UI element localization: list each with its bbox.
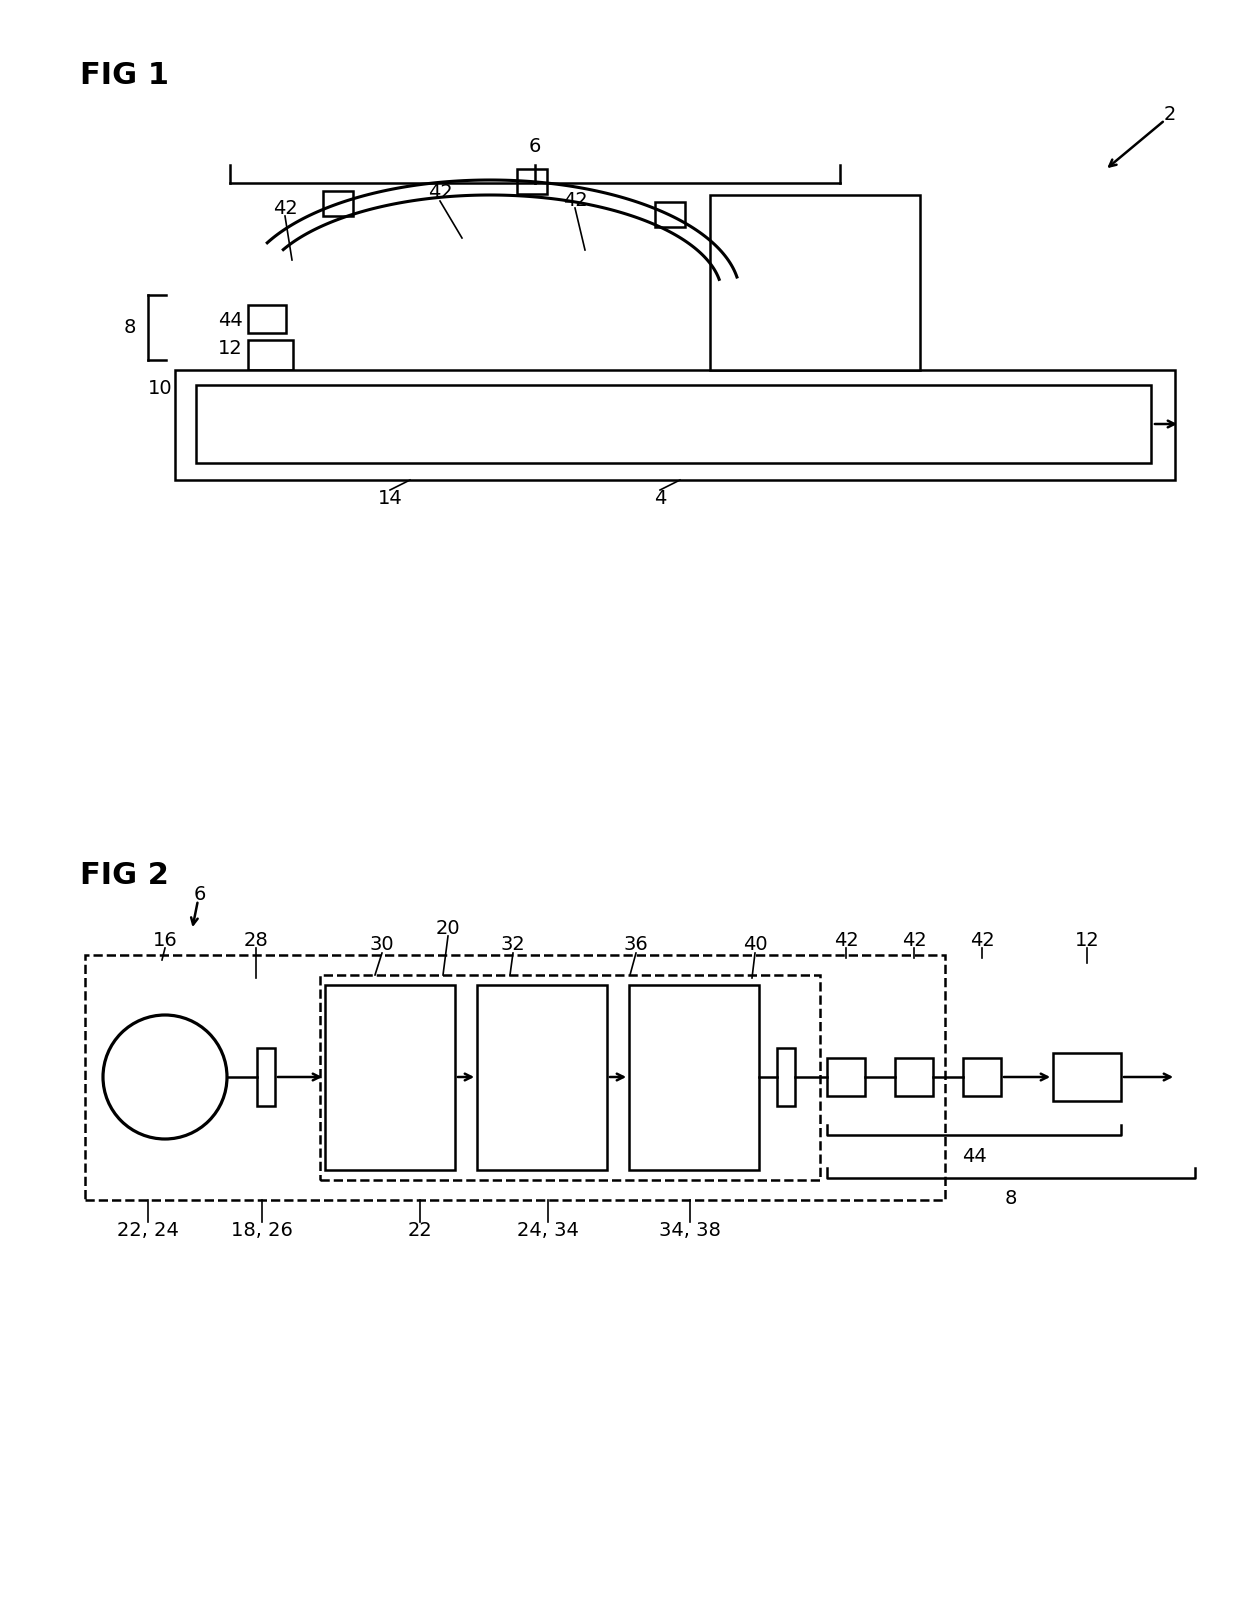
Text: 42: 42	[901, 930, 926, 949]
Text: 42: 42	[970, 930, 994, 949]
Bar	[963, 1058, 1001, 1096]
Text: 32: 32	[501, 936, 526, 954]
Bar	[711, 196, 920, 370]
Bar	[196, 385, 1151, 463]
Text: 6: 6	[528, 138, 541, 157]
Text: FIG 2: FIG 2	[81, 861, 169, 890]
Bar	[517, 168, 547, 194]
Bar	[322, 191, 352, 216]
Text: 12: 12	[1075, 930, 1100, 949]
Bar	[1053, 1053, 1121, 1101]
Bar	[827, 1058, 866, 1096]
Text: 44: 44	[218, 311, 243, 330]
Text: 12: 12	[218, 338, 243, 357]
Text: 42: 42	[833, 930, 858, 949]
Text: 24, 34: 24, 34	[517, 1220, 579, 1239]
Text: 40: 40	[743, 936, 768, 954]
Text: 6: 6	[193, 885, 206, 904]
Text: 2: 2	[1164, 106, 1177, 125]
Text: 18, 26: 18, 26	[231, 1220, 293, 1239]
Text: 14: 14	[378, 489, 402, 508]
Text: 30: 30	[370, 936, 394, 954]
Bar	[175, 370, 1176, 479]
Text: 16: 16	[153, 930, 177, 949]
Bar	[655, 202, 684, 228]
Text: 20: 20	[435, 919, 460, 938]
Bar	[629, 984, 759, 1170]
Text: 8: 8	[1004, 1188, 1017, 1207]
Text: 22, 24: 22, 24	[117, 1220, 179, 1239]
Text: 22: 22	[408, 1220, 433, 1239]
Text: 8: 8	[124, 317, 136, 337]
Text: 34, 38: 34, 38	[660, 1220, 720, 1239]
Text: 42: 42	[428, 183, 453, 202]
Text: FIG 1: FIG 1	[81, 61, 169, 90]
Text: 36: 36	[624, 936, 649, 954]
Bar	[86, 955, 945, 1201]
Text: 10: 10	[148, 378, 172, 398]
Bar	[248, 373, 290, 401]
Text: 44: 44	[962, 1148, 986, 1167]
Bar	[895, 1058, 932, 1096]
Text: 28: 28	[243, 930, 268, 949]
Bar	[248, 340, 293, 370]
Bar	[477, 984, 608, 1170]
Bar	[320, 975, 820, 1180]
Bar	[248, 305, 286, 333]
Bar	[325, 984, 455, 1170]
Bar	[257, 1048, 275, 1106]
Text: 42: 42	[273, 199, 298, 218]
Text: 42: 42	[563, 191, 588, 210]
Text: 4: 4	[653, 489, 666, 508]
Bar	[777, 1048, 795, 1106]
